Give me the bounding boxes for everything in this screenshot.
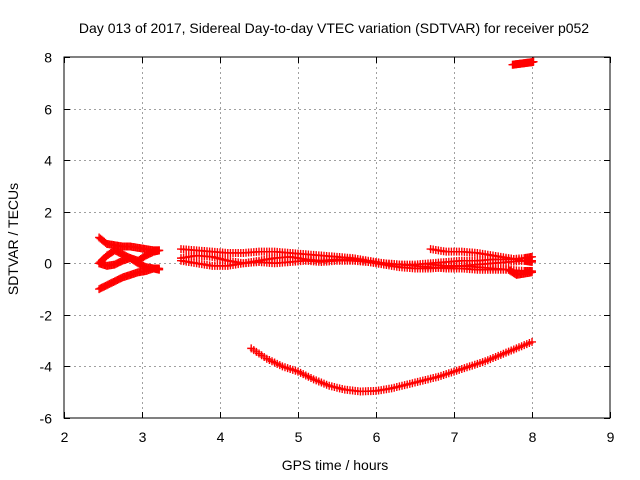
x-tick-label: 8 <box>529 429 537 445</box>
x-tick-label: 9 <box>607 429 615 445</box>
data-points <box>95 57 538 396</box>
series-track-k <box>247 337 536 396</box>
x-tick-label: 5 <box>295 429 303 445</box>
data-point <box>528 268 536 277</box>
y-tick-label: 6 <box>44 102 52 118</box>
x-tick-label: 3 <box>139 429 147 445</box>
series-track-i <box>426 260 536 279</box>
y-axis-label: SDTVAR / TECUs <box>5 183 21 295</box>
data-point <box>529 57 538 66</box>
data-point <box>155 246 164 255</box>
x-tick-label: 4 <box>217 429 225 445</box>
series-track-j <box>508 57 538 69</box>
y-tick-label: 4 <box>44 153 52 169</box>
x-tick-label: 7 <box>451 429 459 445</box>
x-tick-label: 2 <box>61 429 69 445</box>
y-tick-label: -6 <box>40 411 53 427</box>
grid-lines <box>64 57 610 418</box>
series-track-h <box>426 245 536 266</box>
y-tick-label: 2 <box>44 205 52 221</box>
chart-title: Day 013 of 2017, Sidereal Day-to-day VTE… <box>79 20 589 36</box>
y-tick-label: 8 <box>44 50 52 66</box>
data-point <box>528 337 536 346</box>
y-tick-label: -2 <box>40 308 53 324</box>
data-point <box>155 265 164 274</box>
x-tick-label: 6 <box>373 429 381 445</box>
x-axis-label: GPS time / hours <box>282 457 389 473</box>
series-track-d <box>95 254 164 274</box>
data-point <box>528 257 536 266</box>
y-tick-label: 0 <box>44 256 52 272</box>
plot-frame <box>63 56 611 419</box>
y-tick-label: -4 <box>40 359 53 375</box>
